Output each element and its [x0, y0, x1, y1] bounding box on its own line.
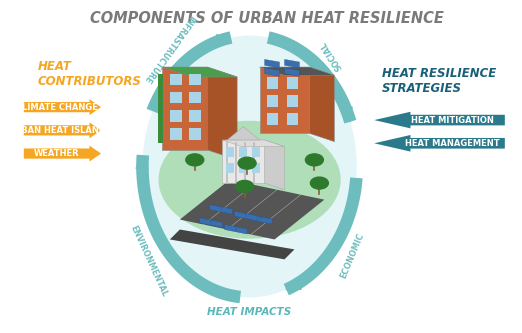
Polygon shape — [287, 95, 298, 107]
Polygon shape — [200, 218, 222, 227]
Polygon shape — [284, 59, 300, 68]
Polygon shape — [374, 112, 505, 128]
Polygon shape — [180, 180, 324, 239]
Polygon shape — [24, 99, 101, 115]
Circle shape — [311, 177, 328, 189]
Polygon shape — [222, 140, 265, 183]
Text: INFRASTRUCTURE: INFRASTRUCTURE — [141, 13, 196, 85]
Polygon shape — [265, 68, 279, 76]
Text: ENVIRONMENTAL: ENVIRONMENTAL — [128, 224, 169, 298]
Polygon shape — [162, 67, 207, 150]
Polygon shape — [267, 77, 278, 89]
Polygon shape — [235, 211, 257, 221]
Polygon shape — [284, 68, 300, 76]
Polygon shape — [222, 140, 284, 147]
Circle shape — [305, 154, 323, 166]
Polygon shape — [24, 146, 101, 162]
Text: CLIMATE CHANGE: CLIMATE CHANGE — [16, 103, 98, 112]
Circle shape — [186, 154, 204, 166]
Polygon shape — [210, 205, 232, 214]
Polygon shape — [189, 128, 201, 140]
Polygon shape — [189, 74, 201, 85]
Polygon shape — [310, 67, 335, 142]
Text: SOCIAL: SOCIAL — [318, 40, 344, 72]
Polygon shape — [259, 67, 335, 75]
Circle shape — [238, 157, 256, 169]
Polygon shape — [226, 163, 234, 173]
Text: COMPONENTS OF URBAN HEAT RESILIENCE: COMPONENTS OF URBAN HEAT RESILIENCE — [90, 11, 444, 26]
Polygon shape — [252, 147, 260, 157]
Ellipse shape — [143, 36, 357, 297]
Polygon shape — [287, 114, 298, 125]
Ellipse shape — [159, 121, 341, 239]
Circle shape — [235, 180, 254, 192]
Text: URBAN HEAT ISLAND: URBAN HEAT ISLAND — [8, 126, 106, 135]
Polygon shape — [239, 163, 247, 173]
Polygon shape — [170, 74, 182, 85]
Text: ECONOMIC: ECONOMIC — [339, 231, 366, 279]
Polygon shape — [259, 67, 310, 133]
Polygon shape — [267, 95, 278, 107]
Text: HEAT
CONTRIBUTORS: HEAT CONTRIBUTORS — [38, 60, 141, 88]
Polygon shape — [207, 67, 237, 160]
Text: HEAT RESILIENCE
STRATEGIES: HEAT RESILIENCE STRATEGIES — [382, 67, 496, 95]
Polygon shape — [170, 229, 294, 259]
Polygon shape — [250, 214, 272, 224]
Polygon shape — [24, 123, 101, 138]
Polygon shape — [162, 67, 237, 77]
Text: HEAT IMPACTS: HEAT IMPACTS — [207, 307, 292, 317]
Polygon shape — [170, 110, 182, 122]
Polygon shape — [252, 163, 260, 173]
Polygon shape — [189, 110, 201, 122]
Polygon shape — [267, 114, 278, 125]
Text: HEAT MANAGEMENT: HEAT MANAGEMENT — [405, 139, 500, 148]
Polygon shape — [189, 92, 201, 104]
Text: HEAT MITIGATION: HEAT MITIGATION — [411, 116, 494, 125]
Polygon shape — [265, 140, 284, 190]
Polygon shape — [287, 77, 298, 89]
Polygon shape — [226, 147, 234, 157]
Polygon shape — [158, 74, 163, 143]
Polygon shape — [239, 147, 247, 157]
Polygon shape — [265, 59, 279, 68]
Text: WEATHER: WEATHER — [34, 149, 80, 158]
Polygon shape — [224, 224, 247, 234]
Polygon shape — [374, 135, 505, 152]
Polygon shape — [227, 127, 259, 140]
Polygon shape — [170, 128, 182, 140]
Polygon shape — [170, 92, 182, 104]
